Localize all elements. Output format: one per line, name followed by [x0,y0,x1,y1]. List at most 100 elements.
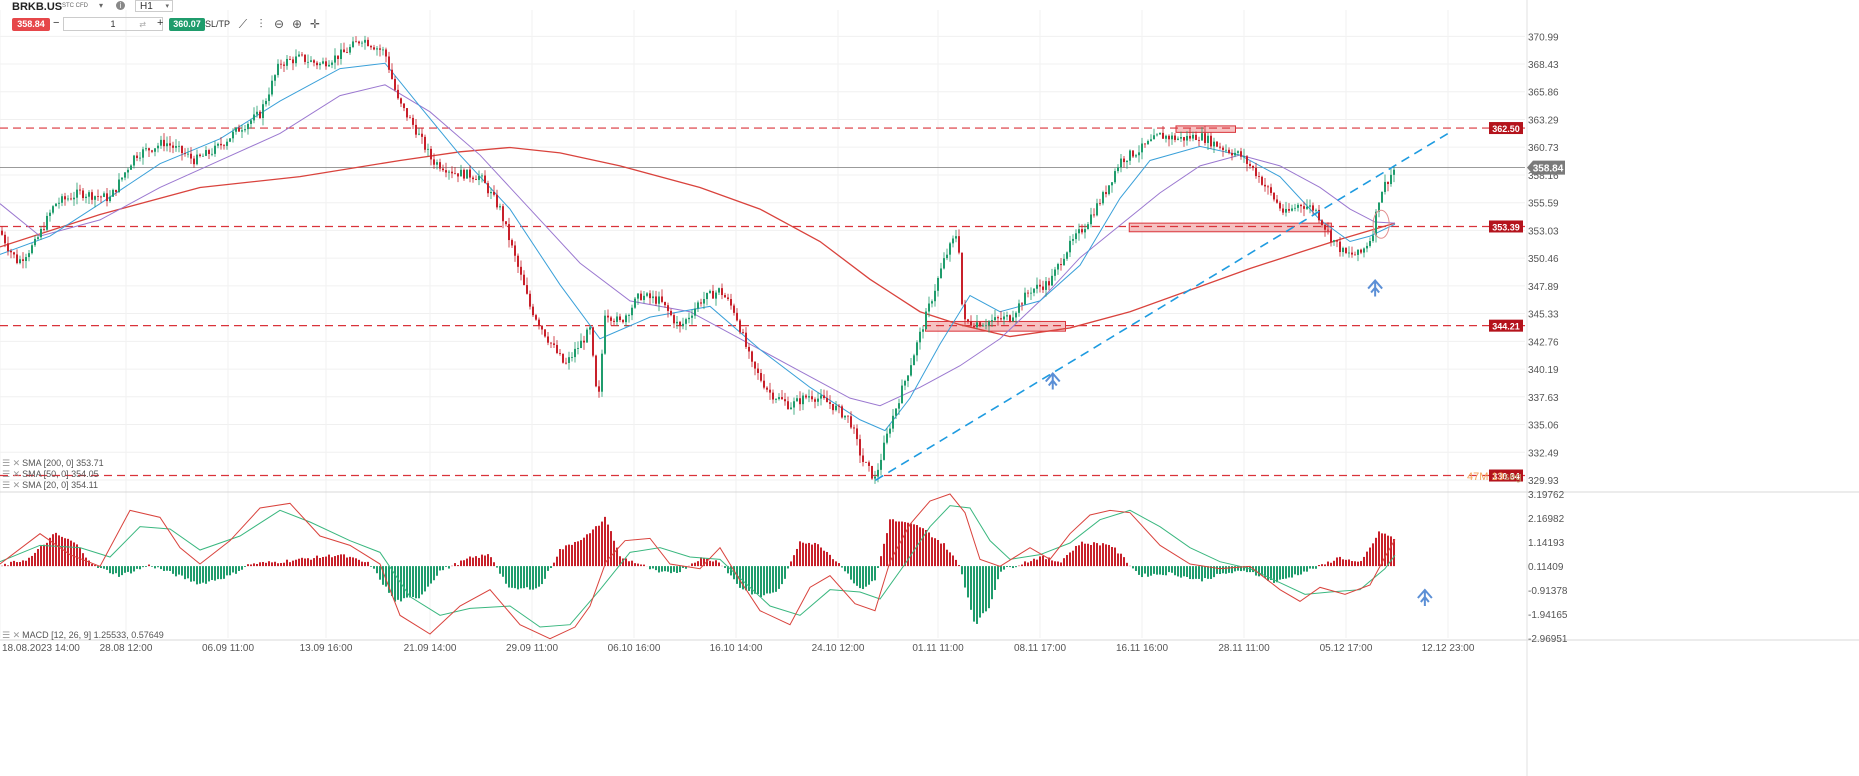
candle-body [379,48,381,50]
candle-body [1270,187,1272,193]
increase-quantity-button[interactable]: + [157,17,164,29]
price-axis: 370.99 368.43 365.86 363.29 360.73 358.16 355.… [1528,32,1568,645]
timeframe-select[interactable]: H1 ▾ [135,0,173,12]
candle-body [898,403,900,409]
macd-histogram-bar [352,557,354,567]
candle-body [943,258,945,269]
macd-histogram-bar [532,566,534,590]
candle-body [790,407,792,410]
candle-body [874,476,876,479]
candle-body [343,49,345,53]
moving-averages [0,62,1396,432]
sell-button[interactable]: 358.84 [12,18,50,31]
info-icon[interactable]: i [116,1,125,10]
candle-body [385,49,387,57]
macd-histogram-bar [436,566,438,576]
candle-body [781,397,783,400]
candle-body [223,145,225,147]
macd-histogram-bar [1186,566,1188,577]
candle-body [763,380,765,388]
zoom-out-icon[interactable]: ⊖ [273,17,285,31]
candle-body [124,172,126,178]
candle-body [478,175,480,180]
price-tick-label: 332.49 [1528,448,1559,459]
macd-histogram-bar [493,562,495,567]
candle-body [319,63,321,66]
macd-histogram-bar [1027,562,1029,567]
candle-body [49,212,51,216]
macd-histogram-bar [778,566,780,589]
macd-histogram-bar [487,554,489,567]
sma50-legend[interactable]: ☰ ✕ SMA [50, 0] 354.05 [2,469,99,480]
macd-histogram-bar [1273,566,1275,583]
macd-histogram-bar [901,521,903,567]
candle-body [1234,152,1236,156]
trend-icon[interactable]: ⟋ [238,17,248,31]
macd-histogram-bar [844,566,846,572]
trendline [875,132,1449,481]
settings-icon[interactable]: ☰ ✕ [2,469,21,479]
candle-body [130,165,132,170]
candle-body [58,202,60,204]
candle-body [748,346,750,352]
sltp-button[interactable]: SL/TP [205,19,231,29]
macd-histogram-bar [1000,566,1002,572]
swap-icon[interactable]: ⇄ [139,20,146,29]
macd-histogram-bar [604,516,606,567]
crosshair-icon[interactable]: ✛ [309,17,321,31]
macd-histogram-bar [643,564,645,567]
quantity-input[interactable]: 1 ⇄ [63,17,163,31]
candle-body [706,292,708,300]
chevron-down-icon[interactable]: ▾ [99,1,104,10]
macd-histogram-bar [1204,566,1206,579]
macd-histogram-bar [1144,566,1146,574]
macd-histogram-bar [946,549,948,567]
candle-body [415,124,417,135]
candle-body [178,145,180,147]
candle-body [1360,249,1362,253]
macd-histogram-bar [430,566,432,584]
candle-body [847,415,849,417]
candle-body [298,54,300,57]
macd-histogram-bar [652,566,654,569]
candle-body [913,355,915,366]
settings-icon[interactable]: ☰ ✕ [2,458,21,468]
candle-body [451,171,453,174]
macd-histogram-bar [925,530,927,567]
macd-histogram-bar [832,559,834,567]
settings-icon[interactable]: ☰ ✕ [2,480,21,490]
sma20-legend[interactable]: ☰ ✕ SMA [20, 0] 354.11 [2,480,98,491]
time-tick-label: 08.11 17:00 [1014,643,1067,654]
macd-histogram-bar [259,562,261,567]
candle-body [805,395,807,398]
candle-body [70,198,72,200]
macd-histogram-bar [1285,566,1287,579]
candle-body [106,193,108,202]
macd-histogram-bar [865,566,867,587]
macd-histogram-bar [577,541,579,567]
macd-histogram-bar [283,562,285,567]
macd-histogram-bar [202,566,204,583]
candle-body [382,49,384,51]
candle-body [721,288,723,296]
indicator-icon[interactable]: ⫶ [259,17,263,31]
macd-histogram-bar [763,566,765,596]
candle-body [1264,184,1266,187]
candle-body [1027,292,1029,294]
candle-body [1108,185,1110,195]
candle-body [949,243,951,255]
settings-icon[interactable]: ☰ ✕ [2,630,21,640]
sma200-legend[interactable]: ☰ ✕ SMA [200, 0] 353.71 [2,458,104,469]
candle-body [742,332,744,334]
macd-histogram-bar [619,556,621,567]
buy-button[interactable]: 360.07 [169,18,205,31]
macd-legend[interactable]: ☰ ✕ MACD [12, 26, 9] 1.25533, 0.57649 [2,630,164,641]
candle-body [1123,158,1125,163]
symbol-label[interactable]: BRKB.US [12,1,63,13]
macd-histogram-bar [640,564,642,567]
zoom-in-icon[interactable]: ⊕ [291,17,303,31]
decrease-quantity-button[interactable]: − [53,17,60,29]
price-tick-label: 335.06 [1528,421,1559,432]
macd-histogram-bar [1051,560,1053,567]
